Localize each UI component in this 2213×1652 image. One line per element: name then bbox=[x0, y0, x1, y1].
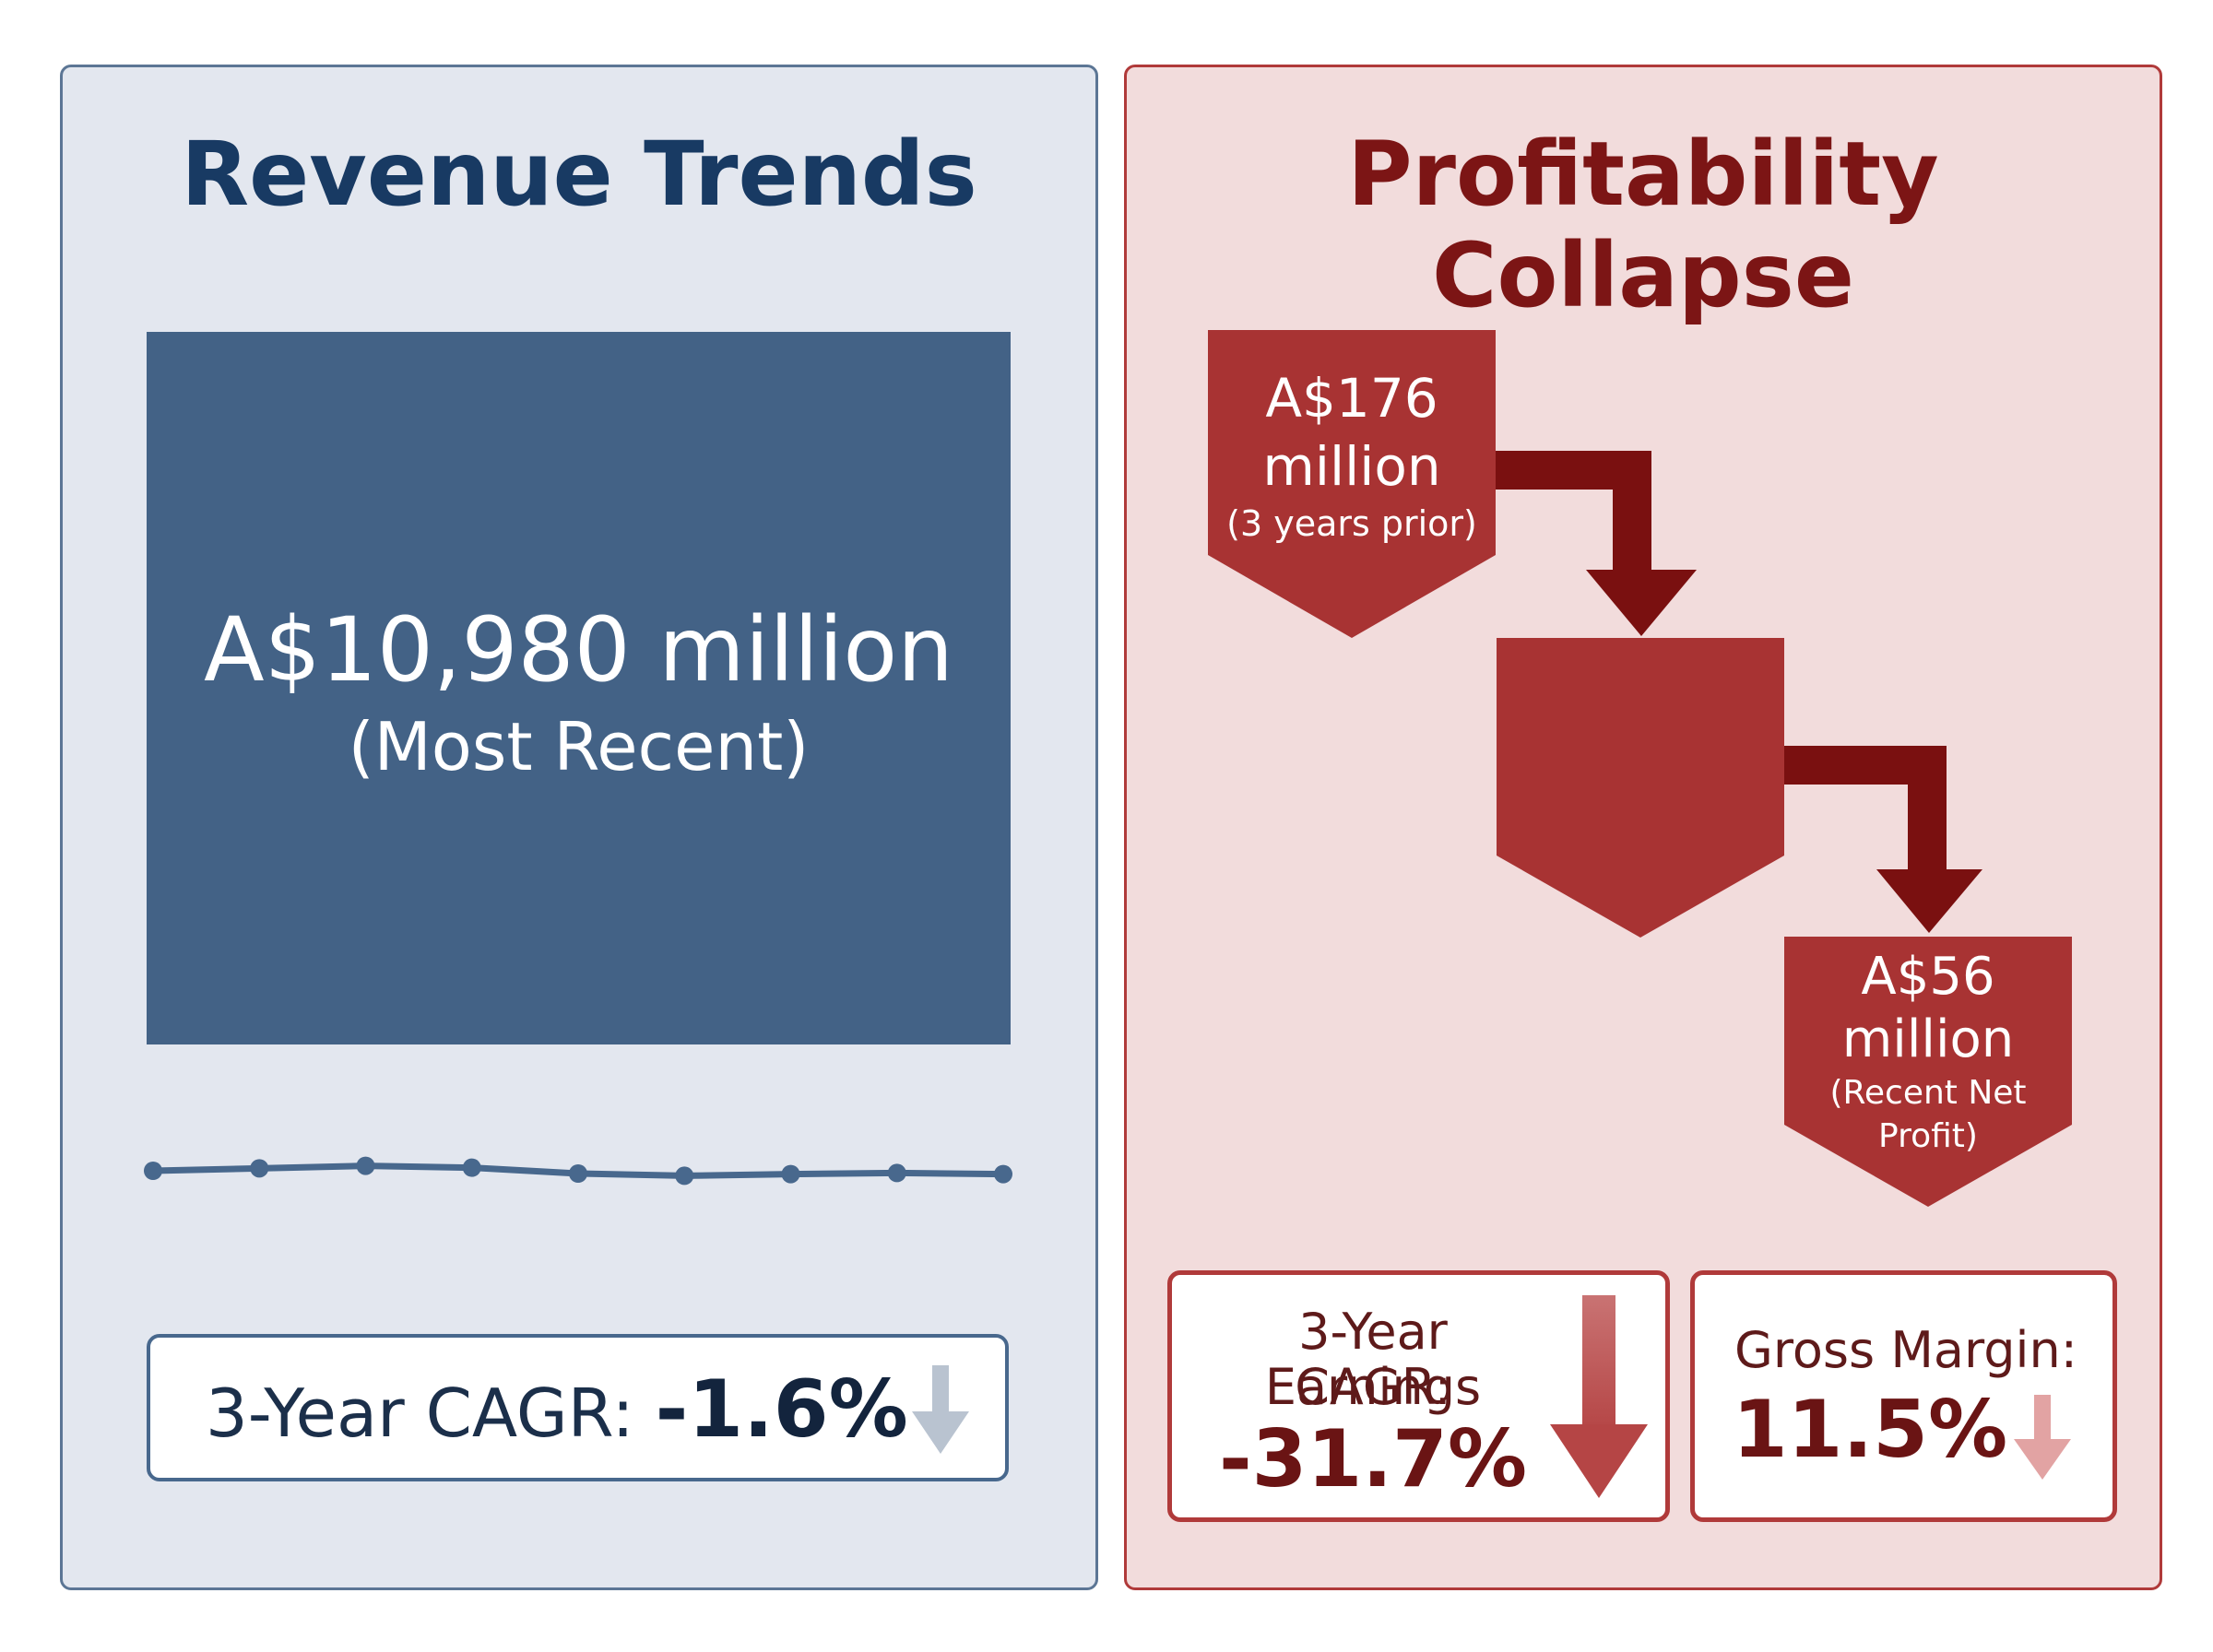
trend-point-6 bbox=[781, 1164, 800, 1184]
trend-point-3 bbox=[462, 1158, 481, 1177]
revenue-title: Revenue Trends bbox=[181, 123, 977, 226]
gross-margin-label: Gross Margin: bbox=[1734, 1321, 2077, 1379]
trend-point-7 bbox=[887, 1163, 906, 1183]
trend-points bbox=[144, 1156, 1012, 1186]
trend-point-8 bbox=[994, 1164, 1012, 1184]
revenue-cagr-value: -1.6% bbox=[655, 1363, 908, 1456]
gross-margin-value: 11.5% bbox=[1732, 1384, 2008, 1476]
start-profit-value: A$176 bbox=[1265, 367, 1438, 430]
revenue-value-block: A$10,980 million (Most Recent) bbox=[147, 332, 1011, 1044]
earnings-cagr-label-line2: CAGR: bbox=[1295, 1358, 1451, 1416]
trend-point-1 bbox=[250, 1159, 269, 1178]
end-profit-note-line1: (Recent Net bbox=[1829, 1074, 2027, 1112]
start-profit-note: (3 years prior) bbox=[1226, 503, 1477, 544]
earnings-cagr-value: -31.7% bbox=[1218, 1413, 1528, 1505]
revenue-cagr-label: 3-Year CAGR: bbox=[206, 1375, 634, 1452]
end-profit-unit: million bbox=[1841, 1009, 2015, 1069]
profitability-title: Profitability Collapse bbox=[1347, 123, 1939, 327]
down-arrow-icon bbox=[1550, 1295, 1648, 1498]
start-profit-block bbox=[1208, 330, 1496, 638]
connector-arrow-2 bbox=[1784, 746, 1982, 933]
trend-point-2 bbox=[356, 1156, 375, 1175]
end-profit-value: A$56 bbox=[1861, 947, 1995, 1007]
trend-point-4 bbox=[569, 1164, 587, 1183]
end-profit-block bbox=[1784, 937, 2072, 1207]
down-arrow-icon bbox=[912, 1365, 969, 1454]
connector-arrow-1 bbox=[1496, 451, 1697, 636]
revenue-period: (Most Recent) bbox=[348, 708, 810, 785]
start-profit-unit: million bbox=[1262, 435, 1441, 498]
earnings-cagr-box: 3-Year Earnings CAGR: -31.7% bbox=[1167, 1270, 1670, 1522]
revenue-value: A$10,980 million bbox=[204, 598, 953, 702]
down-arrow-icon bbox=[2014, 1395, 2071, 1480]
revenue-cagr-box: 3-Year CAGR: -1.6% bbox=[147, 1334, 1009, 1481]
trend-point-0 bbox=[144, 1162, 162, 1180]
earnings-cagr-label-line1: 3-Year Earnings bbox=[1264, 1303, 1482, 1416]
trend-point-5 bbox=[675, 1166, 694, 1186]
end-profit-note-line2: Profit) bbox=[1878, 1117, 1978, 1155]
gross-margin-box: Gross Margin: 11.5% bbox=[1690, 1270, 2117, 1522]
mid-profit-block bbox=[1497, 638, 1784, 938]
